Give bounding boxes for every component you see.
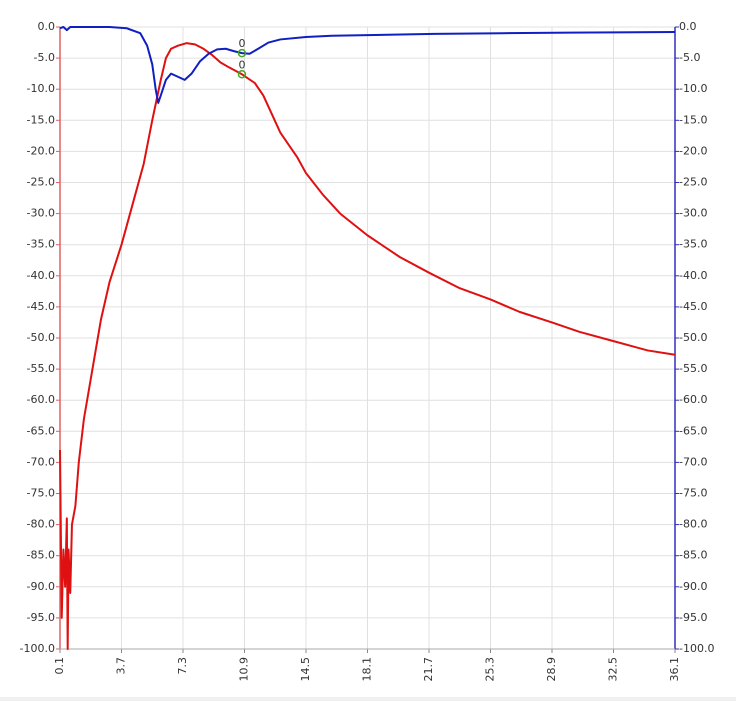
y-tick-label: -50.0 [27, 331, 55, 344]
y2-tick-label: -10.0 [679, 82, 707, 95]
y2-tick-label: -60.0 [679, 393, 707, 406]
y-tick-label: -60.0 [27, 393, 55, 406]
bottom-strip [0, 697, 736, 701]
x-tick-label: 0.1 [53, 657, 66, 675]
y2-tick-label: -65.0 [679, 424, 707, 437]
y-tick-label: -95.0 [27, 611, 55, 624]
y-tick-label: -55.0 [27, 362, 55, 375]
x-tick-label: 36.1 [668, 657, 681, 682]
x-tick-label: 18.1 [361, 657, 374, 682]
y2-tick-label: -5.0 [679, 51, 700, 64]
y-tick-label: -85.0 [27, 549, 55, 562]
y2-tick-label: -70.0 [679, 455, 707, 468]
y2-tick-label: -40.0 [679, 269, 707, 282]
y-tick-label: -20.0 [27, 144, 55, 157]
y2-tick-label: -85.0 [679, 549, 707, 562]
y-tick-label: -30.0 [27, 207, 55, 220]
y-tick-label: -10.0 [27, 82, 55, 95]
y-tick-label: -90.0 [27, 580, 55, 593]
x-tick-label: 14.5 [299, 657, 312, 682]
y-tick-label: -15.0 [27, 113, 55, 126]
y-tick-label: -100.0 [20, 642, 55, 655]
y-tick-label: -65.0 [27, 424, 55, 437]
y2-tick-label: -55.0 [679, 362, 707, 375]
marker [237, 48, 247, 58]
marker-label: 0 [238, 58, 245, 71]
y2-tick-label: -90.0 [679, 580, 707, 593]
y2-tick-label: -80.0 [679, 518, 707, 531]
y2-tick-label: -95.0 [679, 611, 707, 624]
y-tick-label: -35.0 [27, 238, 55, 251]
y2-tick-label: -30.0 [679, 207, 707, 220]
y2-tick-label: -35.0 [679, 238, 707, 251]
y2-tick-label: -100.0 [679, 642, 714, 655]
x-tick-label: 3.7 [115, 657, 128, 675]
y-tick-label: -40.0 [27, 269, 55, 282]
x-tick-label: 21.7 [422, 657, 435, 682]
x-tick-label: 28.9 [545, 657, 558, 682]
y2-tick-label: -15.0 [679, 113, 707, 126]
x-tick-label: 7.3 [176, 657, 189, 675]
x-tick-label: 32.5 [607, 657, 620, 682]
y2-tick-label: -20.0 [679, 144, 707, 157]
y-tick-label: 0.0 [38, 20, 56, 33]
y2-tick-label: -45.0 [679, 300, 707, 313]
marker-label: 0 [238, 37, 245, 50]
x-tick-label: 25.3 [484, 657, 497, 682]
series-line [59, 42, 676, 650]
y2-tick-label: 0.0 [679, 20, 697, 33]
series-line [59, 26, 676, 104]
y-tick-label: -45.0 [27, 300, 55, 313]
y-tick-label: -5.0 [34, 51, 55, 64]
y-tick-label: -25.0 [27, 176, 55, 189]
y2-tick-label: -75.0 [679, 487, 707, 500]
y-tick-label: -80.0 [27, 518, 55, 531]
y-tick-label: -70.0 [27, 455, 55, 468]
y-tick-label: -75.0 [27, 487, 55, 500]
x-tick-label: 10.9 [238, 657, 251, 682]
y2-tick-label: -50.0 [679, 331, 707, 344]
marker [237, 70, 247, 79]
y2-tick-label: -25.0 [679, 176, 707, 189]
